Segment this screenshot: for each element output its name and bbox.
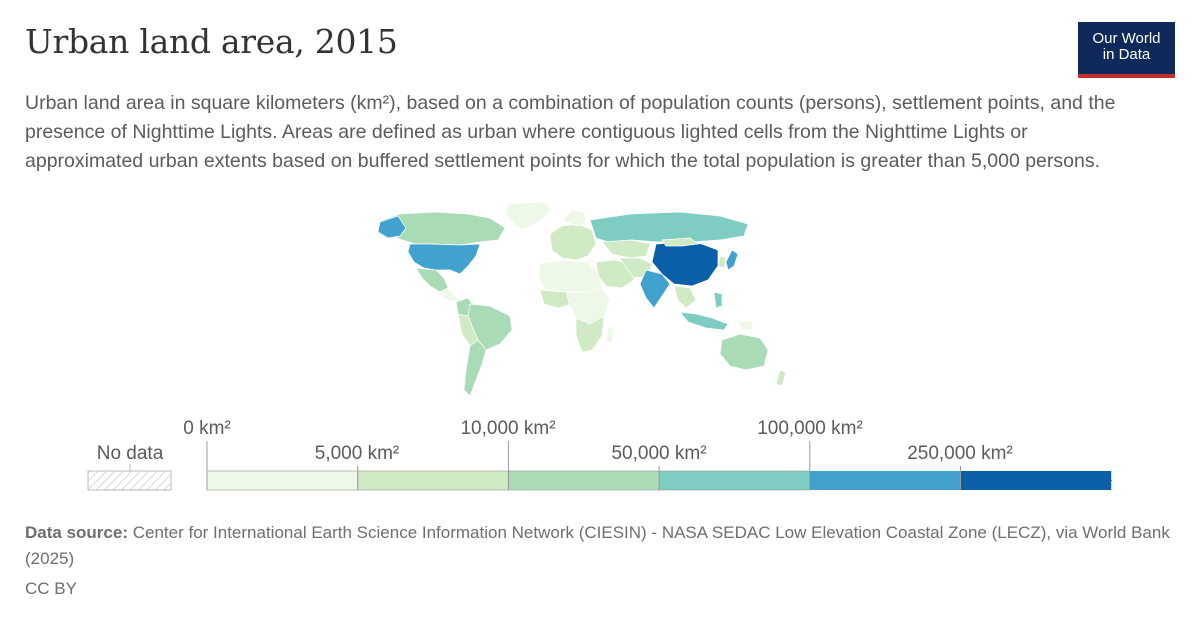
region-argentina[interactable] <box>463 339 487 397</box>
source-label: Data source: <box>25 523 128 542</box>
region-canada[interactable] <box>381 211 506 246</box>
region-japan[interactable] <box>725 249 739 271</box>
region-united-states[interactable] <box>407 243 481 275</box>
legend-bin-5[interactable] <box>960 471 1112 490</box>
legend-bin-1[interactable] <box>357 470 510 491</box>
region-central-america[interactable] <box>439 287 459 303</box>
source-text[interactable]: Center for International Earth Science I… <box>25 523 1170 568</box>
legend-label-100000: 100,000 km² <box>757 418 863 439</box>
legend-no-data-label: No data <box>97 443 164 464</box>
owid-logo[interactable]: Our World in Data <box>1078 22 1175 78</box>
legend-arrow <box>1101 471 1112 490</box>
chart-title: Urban land area, 2015 <box>25 22 398 61</box>
region-europe[interactable] <box>549 223 597 261</box>
region-india[interactable] <box>639 269 671 309</box>
region-west-africa[interactable] <box>539 289 573 309</box>
region-southeast-asia[interactable] <box>673 285 697 309</box>
region-madagascar[interactable] <box>605 325 615 343</box>
legend-label-250000: 250,000 km² <box>907 443 1013 464</box>
chart-subtitle: Urban land area in square kilometers (km… <box>25 92 1116 172</box>
logo-line-1: Our World <box>1092 30 1161 47</box>
region-png[interactable] <box>737 319 755 331</box>
region-greenland[interactable] <box>504 201 553 231</box>
license[interactable]: CC BY <box>25 579 77 598</box>
region-new-zealand[interactable] <box>775 369 787 387</box>
region-southern-africa[interactable] <box>575 315 605 353</box>
world-map[interactable] <box>340 200 800 410</box>
legend-bins <box>206 470 1112 491</box>
region-kazakhstan[interactable] <box>601 239 651 259</box>
legend-label-50000: 50,000 km² <box>611 443 706 464</box>
logo-line-2: in Data <box>1102 46 1151 63</box>
legend-bin-3[interactable] <box>658 470 811 491</box>
region-scandinavia[interactable] <box>561 209 587 227</box>
legend-bin-4[interactable] <box>809 471 961 490</box>
region-mongolia[interactable] <box>661 237 699 247</box>
legend-label-10000: 10,000 km² <box>460 418 555 439</box>
legend-label-5000: 5,000 km² <box>315 443 399 464</box>
legend-bin-2[interactable] <box>508 470 660 491</box>
region-philippines[interactable] <box>713 291 723 309</box>
footer-source: Data source: Center for International Ea… <box>25 520 1175 572</box>
region-indonesia[interactable] <box>679 311 729 331</box>
region-australia[interactable] <box>719 333 769 371</box>
legend-ticks <box>206 441 961 490</box>
region-korea[interactable] <box>717 255 727 269</box>
region-alaska[interactable] <box>377 215 407 239</box>
legend-no-data-swatch <box>87 470 172 491</box>
legend-label-0: 0 km² <box>183 418 231 439</box>
legend-bin-0[interactable] <box>206 470 359 491</box>
